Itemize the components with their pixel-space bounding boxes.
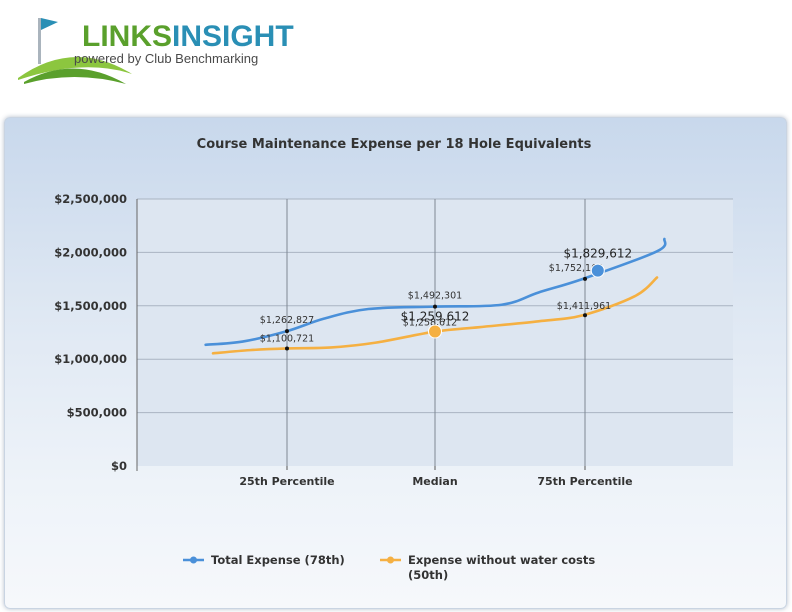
highlight-marker xyxy=(590,263,605,278)
logo-word-insight: INSIGHT xyxy=(172,20,294,53)
y-tick-label: $2,500,000 xyxy=(54,192,127,206)
data-label: $1,258,612 xyxy=(403,318,457,329)
chart-title: Course Maintenance Expense per 18 Hole E… xyxy=(197,137,592,152)
logo-word-links: LINKS xyxy=(82,20,172,53)
data-point xyxy=(285,346,289,351)
highlight-label: $1,829,612 xyxy=(563,247,632,261)
highlight-label: $1,259,612 xyxy=(401,309,470,323)
data-point xyxy=(433,304,437,309)
data-label: $1,262,827 xyxy=(260,315,314,326)
legend-entry: Expense without water costs (50th) xyxy=(408,553,595,582)
y-tick-label: $1,000,000 xyxy=(54,352,127,366)
data-label: $1,100,721 xyxy=(260,333,314,344)
y-tick-label: $0 xyxy=(111,459,127,473)
highlight-marker xyxy=(428,324,442,339)
legend-entry: Total Expense (78th) xyxy=(211,553,345,567)
data-label: $1,492,301 xyxy=(408,291,462,302)
logo-tagline: powered by Club Benchmarking xyxy=(74,51,259,66)
x-tick-label: 75th Percentile xyxy=(537,475,632,488)
links-insight-logo: LINKSINSIGHT powered by Club Benchmarkin… xyxy=(14,8,304,92)
data-point xyxy=(583,276,587,281)
data-label: $1,752,160 xyxy=(549,263,603,274)
x-tick-label: 25th Percentile xyxy=(239,475,334,488)
y-tick-label: $500,000 xyxy=(67,406,127,420)
y-tick-label: $2,000,000 xyxy=(54,245,127,259)
logo-wordmark: LINKSINSIGHT xyxy=(82,20,294,54)
y-tick-label: $1,500,000 xyxy=(54,299,127,313)
golf-flag-icon xyxy=(18,18,132,84)
data-point xyxy=(583,313,587,318)
data-point xyxy=(285,329,289,334)
legend-swatch-dot xyxy=(190,556,197,564)
x-tick-label: Median xyxy=(412,475,457,488)
legend-swatch-dot xyxy=(387,556,394,564)
data-label: $1,411,961 xyxy=(557,301,611,312)
